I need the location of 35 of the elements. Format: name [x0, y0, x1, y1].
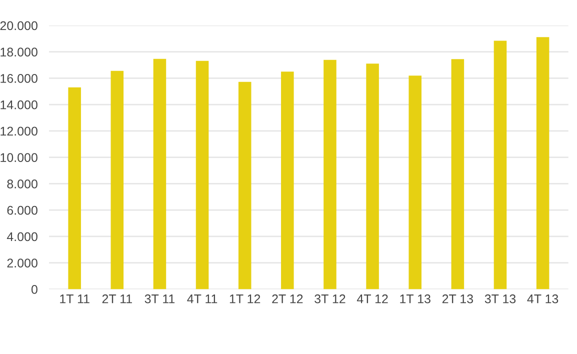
bar	[494, 40, 507, 290]
y-tick-label: 18.000	[0, 48, 38, 57]
x-tick-label: 2T 12	[272, 294, 303, 304]
bar	[238, 82, 252, 290]
bar	[196, 60, 209, 290]
y-tick-label: 2.000	[7, 258, 38, 268]
x-tick-label: 1T 12	[230, 294, 260, 304]
y-tick-label: 8.000	[7, 180, 38, 188]
y-tick-label: 20.000	[0, 21, 38, 30]
y-tick-label: 6.000	[7, 206, 38, 215]
bar	[324, 60, 336, 290]
y-tick-label: 4.000	[6, 232, 38, 242]
x-tick-label: 1T 11	[60, 294, 90, 304]
bar	[408, 76, 422, 290]
y-tick-label: 14.000	[0, 100, 38, 110]
bar	[153, 58, 166, 290]
x-tick-label: 4T 13	[527, 294, 558, 304]
x-tick-label: 4T 12	[356, 294, 388, 304]
x-tick-label: 3T 11	[144, 294, 175, 304]
bar	[281, 72, 294, 290]
y-tick-label: 0	[31, 285, 38, 294]
y-tick-label: 12.000	[0, 126, 38, 136]
x-tick-label: 2T 13	[442, 294, 473, 304]
bar	[451, 59, 464, 290]
x-tick-label: 2T 11	[102, 294, 132, 304]
x-tick-label: 3T 12	[314, 294, 346, 304]
bar	[68, 87, 81, 290]
y-tick-label: 16.000	[0, 74, 38, 83]
bar	[110, 70, 124, 290]
x-tick-label: 4T 11	[187, 294, 218, 304]
y-tick-label: 10.000	[0, 153, 38, 162]
x-tick-label: 1T 13	[400, 294, 430, 304]
bar	[366, 64, 379, 290]
x-tick-label: 3T 13	[484, 294, 516, 304]
bar	[536, 37, 550, 290]
